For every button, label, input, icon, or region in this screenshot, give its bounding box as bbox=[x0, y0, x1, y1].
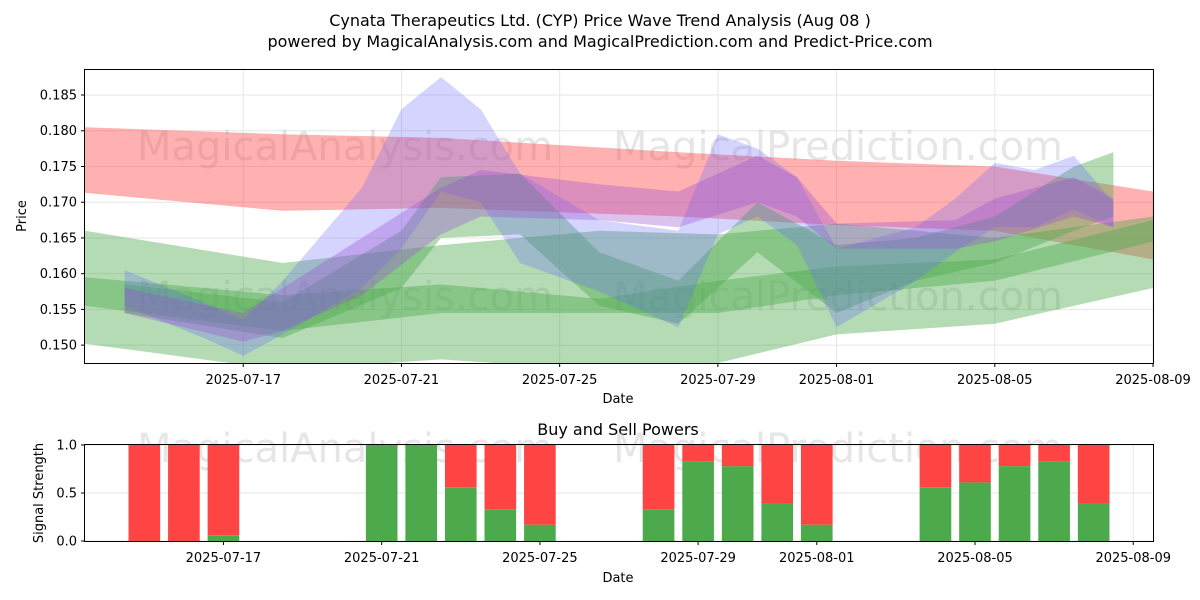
signal-y-tick-label: 0.5 bbox=[56, 487, 77, 502]
buy-power-bar bbox=[761, 503, 794, 541]
signal-x-tick-label: 2025-08-05 bbox=[937, 551, 1013, 566]
price-y-tick-label: 0.180 bbox=[40, 124, 77, 139]
price-x-tick-label: 2025-07-29 bbox=[680, 373, 756, 388]
price-y-tick-label: 0.160 bbox=[40, 267, 77, 282]
price-bands bbox=[85, 77, 1153, 363]
chart-title-line-2: powered by MagicalAnalysis.com and Magic… bbox=[267, 32, 932, 51]
price-y-axis: 0.150 0.155 0.160 0.165 0.170 0.175 0.180 0.185 bbox=[40, 89, 85, 354]
buy-power-bar bbox=[524, 524, 556, 541]
buy-power-bar bbox=[405, 445, 438, 541]
signal-y-axis: 0.0 0.5 1.0 bbox=[56, 439, 85, 550]
signal-x-tick-label: 2025-07-29 bbox=[660, 551, 736, 566]
price-chart-watermark-right-lower: MagicalPrediction.com bbox=[613, 274, 1063, 320]
price-y-axis-label: Price bbox=[15, 200, 30, 232]
price-x-tick-label: 2025-07-25 bbox=[522, 373, 598, 388]
sell-power-bar bbox=[1077, 445, 1110, 504]
price-x-axis-label: Date bbox=[602, 392, 633, 407]
signal-x-tick-label: 2025-07-21 bbox=[344, 551, 420, 566]
price-chart-grid bbox=[85, 70, 1154, 363]
signal-x-axis-label: Date bbox=[602, 571, 633, 586]
price-x-tick-label: 2025-08-09 bbox=[1115, 373, 1191, 388]
price-chart-panel: MagicalAnalysis.com MagicalPrediction.co… bbox=[15, 69, 1191, 407]
sell-power-bar bbox=[1038, 445, 1070, 462]
signal-x-axis: 2025-07-17 2025-07-21 2025-07-25 2025-07-29… bbox=[186, 541, 1171, 566]
price-y-tick-label: 0.165 bbox=[40, 231, 77, 246]
price-chart-frame bbox=[84, 69, 1154, 364]
green-mid-band bbox=[85, 220, 1153, 331]
price-x-axis: 2025-07-17 2025-07-21 2025-07-25 2025-07-29… bbox=[205, 363, 1191, 388]
buy-power-bar bbox=[1077, 503, 1110, 541]
sell-power-bar bbox=[168, 445, 200, 541]
sell-power-bar bbox=[998, 445, 1031, 467]
buy-power-bar bbox=[682, 461, 714, 541]
signal-chart-watermark-right: MagicalPrediction.com bbox=[613, 426, 1063, 472]
sell-power-bar bbox=[919, 445, 952, 488]
green-wave-band bbox=[124, 152, 1114, 338]
buy-power-bar bbox=[919, 487, 952, 541]
signal-bars bbox=[128, 445, 1110, 541]
buy-power-bar bbox=[1038, 461, 1070, 541]
buy-power-bar bbox=[998, 466, 1031, 541]
price-chart-watermark-right: MagicalPrediction.com bbox=[613, 124, 1063, 170]
red-trend-band bbox=[85, 127, 1153, 260]
price-y-tick-label: 0.150 bbox=[40, 339, 77, 354]
price-x-tick-label: 2025-07-21 bbox=[364, 373, 440, 388]
price-y-tick-label: 0.175 bbox=[40, 160, 77, 175]
price-x-tick-label: 2025-08-05 bbox=[957, 373, 1033, 388]
signal-x-tick-label: 2025-08-01 bbox=[779, 551, 855, 566]
buy-power-bar bbox=[207, 535, 240, 541]
sell-power-bar bbox=[207, 445, 240, 536]
signal-y-axis-label: Signal Strength bbox=[32, 443, 47, 543]
buy-power-bar bbox=[484, 509, 517, 541]
buy-power-bar bbox=[642, 509, 675, 541]
sell-power-bar bbox=[721, 445, 754, 467]
sell-power-bar bbox=[128, 445, 161, 541]
price-chart-watermark-left: MagicalAnalysis.com bbox=[137, 124, 553, 170]
buy-power-bar bbox=[444, 487, 477, 541]
buy-power-bar bbox=[959, 482, 991, 541]
sell-power-bar bbox=[959, 445, 991, 483]
price-y-tick-label: 0.170 bbox=[40, 196, 77, 211]
price-x-tick-label: 2025-07-17 bbox=[205, 373, 281, 388]
buy-power-bar bbox=[365, 445, 398, 541]
green-wide-band bbox=[85, 216, 1153, 363]
sell-power-bar bbox=[484, 445, 517, 510]
blue-wave-band bbox=[124, 77, 1114, 356]
signal-chart-watermark-left: MagicalAnalysis.com bbox=[137, 426, 553, 472]
price-x-tick-label: 2025-08-01 bbox=[799, 373, 875, 388]
purple-wave-band bbox=[124, 155, 1114, 342]
signal-y-tick-label: 1.0 bbox=[56, 439, 77, 454]
price-chart-watermark-left-lower: MagicalAnalysis.com bbox=[137, 274, 553, 320]
sell-power-bar bbox=[800, 445, 833, 525]
sell-power-bar bbox=[642, 445, 675, 510]
signal-y-tick-label: 0.0 bbox=[56, 535, 77, 550]
sell-power-bar bbox=[682, 445, 714, 462]
price-y-tick-label: 0.155 bbox=[40, 303, 77, 318]
sell-power-bar bbox=[524, 445, 556, 525]
sell-power-bar bbox=[444, 445, 477, 488]
signal-x-tick-label: 2025-07-25 bbox=[502, 551, 578, 566]
signal-chart-title: Buy and Sell Powers bbox=[537, 420, 699, 439]
signal-x-tick-label: 2025-07-17 bbox=[186, 551, 262, 566]
sell-power-bar bbox=[761, 445, 794, 504]
buy-power-bar bbox=[800, 524, 833, 541]
buy-power-bar bbox=[721, 466, 754, 541]
signal-chart-panel: Buy and Sell Powers MagicalAnalysis.com … bbox=[32, 420, 1171, 586]
signal-x-tick-label: 2025-08-09 bbox=[1095, 551, 1171, 566]
chart-title-line-1: Cynata Therapeutics Ltd. (CYP) Price Wav… bbox=[329, 11, 871, 30]
price-y-tick-label: 0.185 bbox=[40, 89, 77, 104]
